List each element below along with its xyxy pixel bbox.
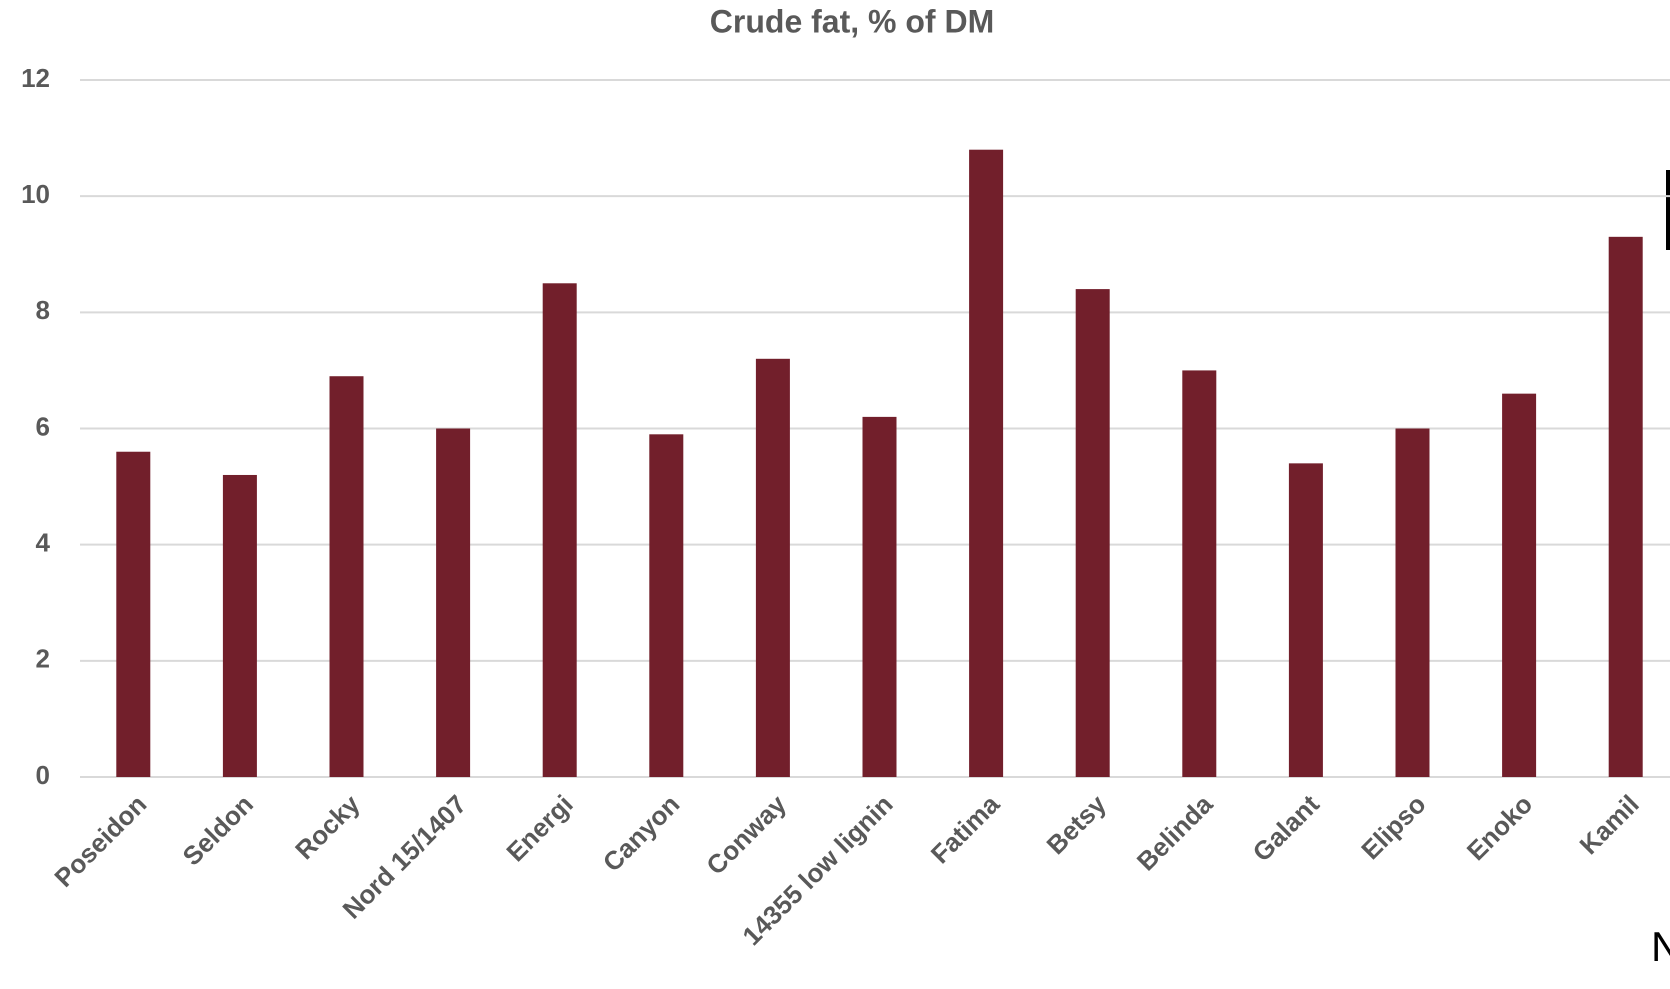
- x-tick-label: Seldon: [177, 789, 259, 871]
- bar: [1075, 289, 1110, 777]
- y-tick-label: 12: [21, 63, 50, 93]
- x-tick-label: Enoko: [1461, 789, 1538, 866]
- y-tick-label: 0: [36, 760, 50, 790]
- y-tick-label: 8: [36, 295, 50, 325]
- bar: [542, 283, 577, 777]
- bar: [329, 376, 364, 777]
- bar: [1182, 370, 1217, 777]
- x-tick-label: Canyon: [597, 789, 686, 878]
- x-tick-label: Kamil: [1574, 789, 1645, 860]
- chart-title: Crude fat, % of DM: [710, 3, 994, 39]
- x-tick-label: Conway: [700, 789, 792, 881]
- bar: [1608, 236, 1643, 777]
- x-tick-label: Betsy: [1041, 789, 1113, 861]
- x-tick-label: Galant: [1247, 789, 1326, 868]
- x-tick-label: Elipso: [1355, 789, 1431, 865]
- x-tick-label: Energi: [500, 789, 578, 867]
- bar: [436, 428, 471, 777]
- bar: [862, 416, 897, 777]
- x-tick-label: Rocky: [289, 789, 366, 866]
- annotation: N: [1651, 923, 1670, 970]
- bar: [1395, 428, 1430, 777]
- bar: [755, 358, 790, 777]
- bar: [1502, 393, 1537, 777]
- x-tick-label: Poseidon: [48, 789, 152, 893]
- bar: [116, 451, 151, 777]
- y-tick-label: 2: [36, 644, 50, 674]
- x-tick-label: Fatima: [925, 789, 1006, 870]
- bar: [649, 434, 684, 777]
- y-tick-label: 4: [36, 528, 51, 558]
- y-tick-label: 6: [36, 411, 50, 441]
- bar: [1288, 463, 1323, 777]
- x-tick-label: Belinda: [1131, 789, 1219, 877]
- bar: [969, 149, 1004, 777]
- bar: [222, 474, 257, 777]
- y-tick-label: 10: [21, 179, 50, 209]
